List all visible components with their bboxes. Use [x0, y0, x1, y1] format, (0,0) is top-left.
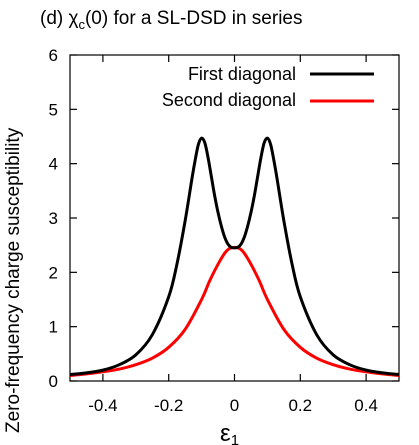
- x-tick-label: -0.2: [154, 396, 183, 415]
- x-tick-label: 0.2: [288, 396, 312, 415]
- series-group: [69, 136, 400, 378]
- y-tick-label: 2: [49, 263, 58, 282]
- y-axis: 0 1 2 3 4 5 6: [49, 46, 399, 391]
- x-axis-label-subscript: 1: [231, 432, 239, 445]
- x-tick-label: 0: [230, 396, 239, 415]
- y-axis-label: Zero-frequency charge susceptibility: [3, 127, 24, 433]
- x-tick-label: 0.4: [354, 396, 378, 415]
- legend-label-second-diagonal: Second diagonal: [162, 90, 296, 110]
- y-tick-label: 6: [49, 46, 58, 65]
- y-tick-label: 0: [49, 372, 58, 391]
- legend: First diagonal Second diagonal: [162, 64, 374, 110]
- chart-title: (d) χc(0) for a SL-DSD in series: [40, 8, 303, 32]
- series-line-second-diagonal: [69, 245, 400, 378]
- x-axis: -0.4 -0.2 0 0.2 0.4: [88, 55, 378, 415]
- y-tick-label: 3: [49, 209, 58, 228]
- x-axis-label: ε1: [220, 420, 239, 445]
- chart-title-rest: (0) for a SL-DSD in series: [85, 8, 303, 29]
- y-tick-label: 4: [49, 155, 58, 174]
- y-tick-label: 1: [49, 318, 58, 337]
- series-line-first-diagonal: [69, 136, 400, 376]
- legend-label-first-diagonal: First diagonal: [188, 64, 296, 84]
- x-tick-label: -0.4: [88, 396, 117, 415]
- chart-title-subscript: c: [78, 17, 85, 32]
- y-tick-label: 5: [49, 100, 58, 119]
